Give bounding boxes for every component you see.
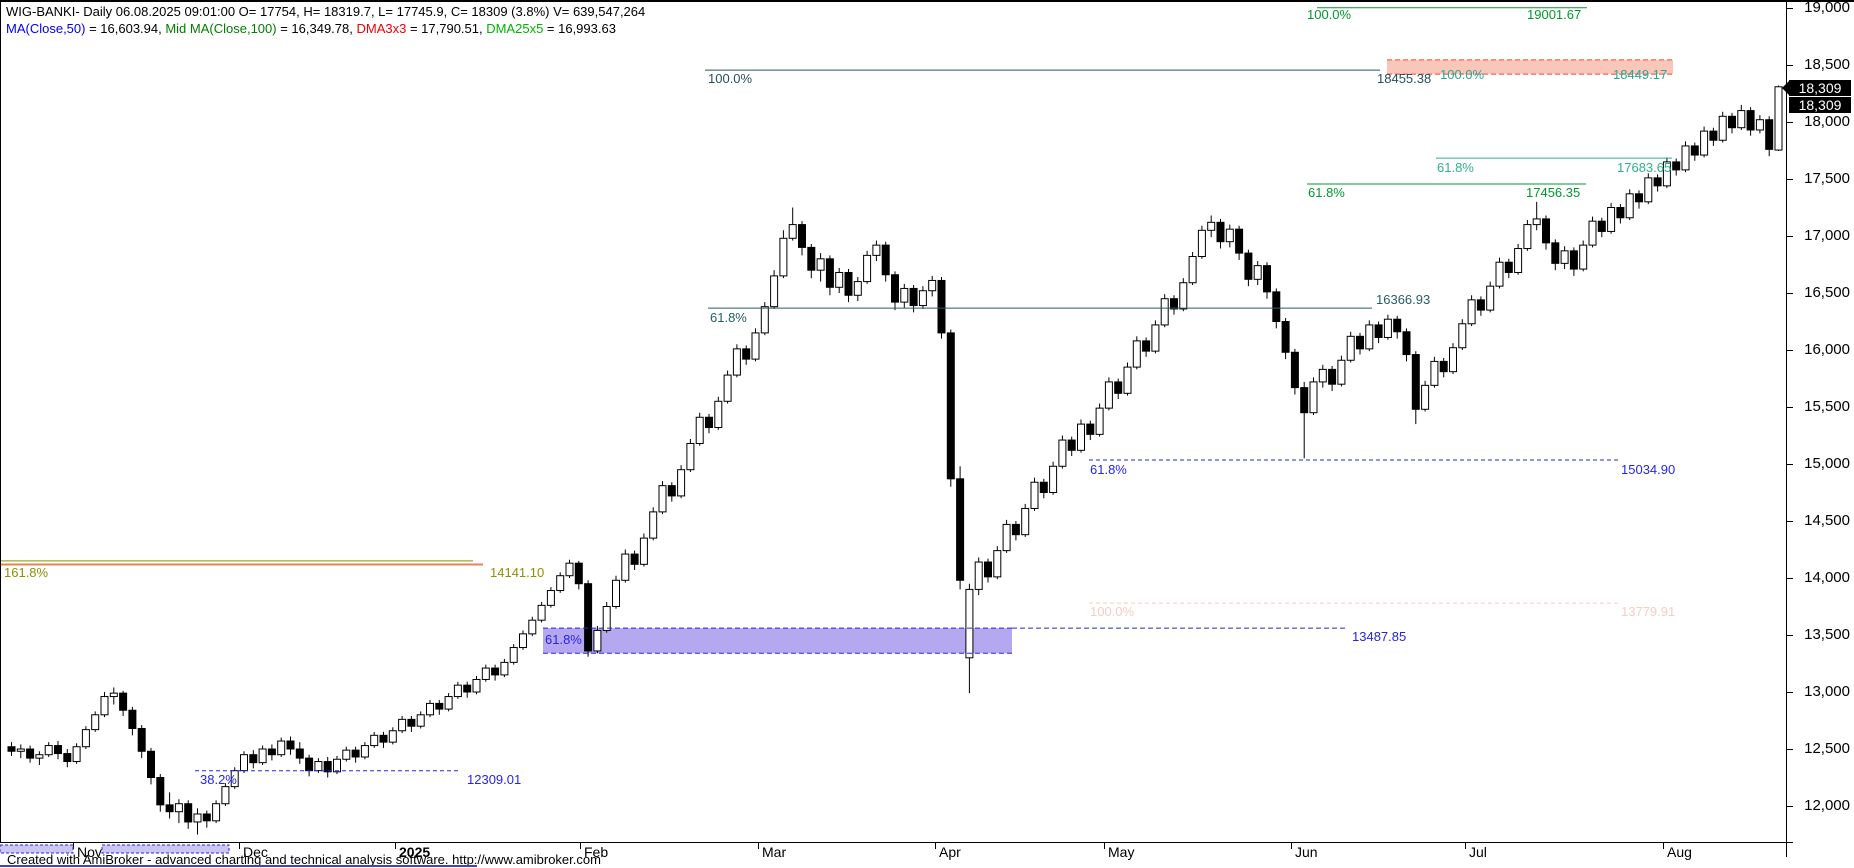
price-arrow-icon xyxy=(1782,81,1789,95)
last-price-value: 18,309 xyxy=(1789,97,1851,113)
footer-underline-bar xyxy=(0,865,477,867)
legend-item: Mid MA(Close,100) xyxy=(165,21,277,36)
legend-item: = 17,790.51, xyxy=(406,21,487,36)
fib-band-18449-fill xyxy=(1387,59,1673,75)
footer-credit: Created with AmiBroker - advanced charti… xyxy=(7,852,601,867)
legend-item: = 16,349.78, xyxy=(276,21,357,36)
last-price-value: 18,309 xyxy=(1782,80,1851,96)
legend-item: DMA25x5 xyxy=(486,21,544,36)
indicator-legend: MA(Close,50) = 16,603.94, Mid MA(Close,1… xyxy=(6,21,616,36)
legend-item: MA(Close,50) xyxy=(6,21,86,36)
fib-band-13487-fill xyxy=(543,628,1012,654)
date-range-selection-strip[interactable] xyxy=(0,844,74,854)
date-range-selection-strip[interactable] xyxy=(101,844,230,854)
candlesticks xyxy=(7,85,1783,835)
top-border xyxy=(0,0,1854,2)
legend-item: DMA3x3 xyxy=(356,21,407,36)
last-price-marker: 18,309 18,309 xyxy=(1782,80,1851,114)
legend-item: = 16,993.63 xyxy=(543,21,616,36)
legend-item: = 16,603.94, xyxy=(85,21,166,36)
chart-title: WIG-BANKI- Daily 06.08.2025 09:01:00 O= … xyxy=(6,4,646,19)
